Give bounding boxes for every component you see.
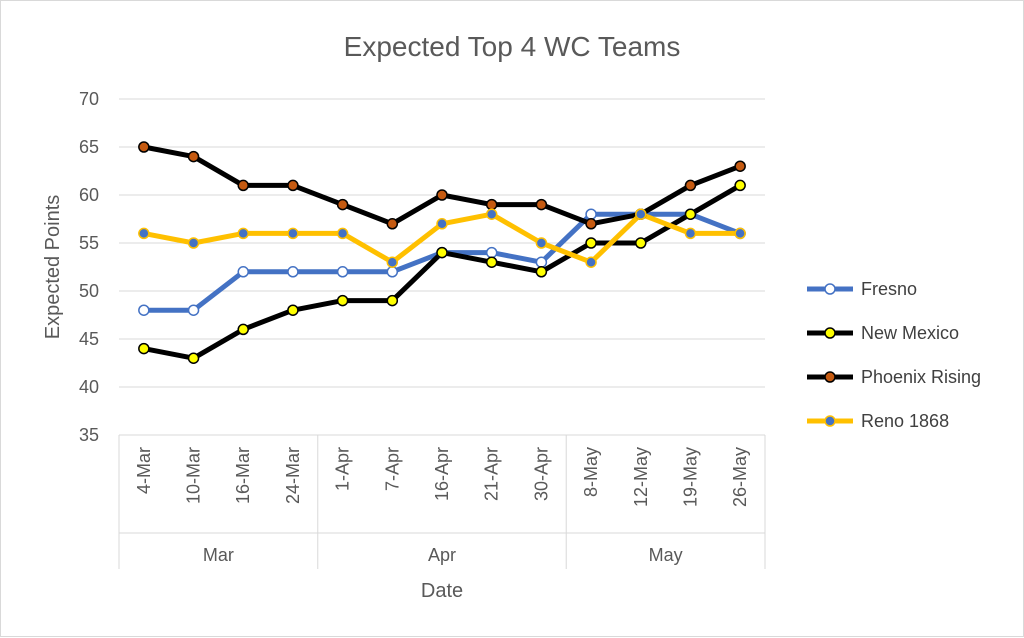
data-point [485,246,498,259]
y-tick-label: 35 [79,425,99,445]
data-point [187,304,200,316]
legend-label: Phoenix Rising [861,367,981,387]
legend-entry: Fresno [807,279,917,299]
legend-entry: Reno 1868 [807,411,949,431]
data-point [287,266,299,278]
data-point [734,160,746,172]
data-point [684,227,697,240]
data-point [138,342,150,355]
y-axis-label: Expected Points [42,195,64,340]
data-point [336,294,349,307]
data-point [386,266,399,278]
data-point [585,256,597,268]
data-point [336,198,349,211]
data-point [436,189,448,201]
x-tick-label: 21-Apr [482,447,502,501]
data-point [535,237,548,249]
markers-new-mexico [138,179,746,364]
legend-entry: Phoenix Rising [807,367,981,387]
data-point [386,294,399,307]
data-point [336,266,349,278]
data-point [485,256,498,268]
data-point [287,304,299,316]
data-point [187,150,200,163]
data-point [535,256,548,268]
data-point [187,237,200,249]
data-point [684,179,697,192]
legend-label: Reno 1868 [861,411,949,431]
data-point [635,208,647,220]
legend-entry: New Mexico [807,323,959,343]
legend-swatch-marker [824,371,836,383]
y-tick-label: 60 [79,185,99,205]
data-point [386,218,399,230]
legend-label: New Mexico [861,323,959,343]
data-point [187,352,200,364]
x-tick-label: 24-Mar [283,447,303,504]
data-point [386,256,399,268]
data-point [585,218,597,230]
data-point [436,218,448,230]
data-point [138,304,150,316]
y-tick-label: 45 [79,329,99,349]
data-point [336,227,349,240]
series-group [138,141,746,364]
data-point [734,179,746,192]
legend: Fresno New Mexico Phoenix Rising Reno 1868 [807,279,981,431]
data-point [485,208,498,220]
y-tick-label: 50 [79,281,99,301]
x-tick-label: 16-Apr [432,447,452,501]
data-point [237,179,249,192]
data-point [138,227,150,240]
x-tick-label: 19-May [680,447,700,507]
x-tick-label: 16-Mar [233,447,253,504]
x-group-label: May [649,545,683,565]
legend-swatch-marker [824,327,836,339]
x-group-label: Apr [428,545,456,565]
data-point [535,266,548,278]
x-tick-label: 12-May [631,447,651,507]
data-point [734,227,746,240]
y-axis-ticks: 35 40 45 50 55 60 65 70 [79,89,99,445]
x-axis: 4-Mar 10-Mar 16-Mar 24-Mar 1-Apr 7-Apr 16-Apr 2… [118,435,766,569]
x-tick-label: 8-May [581,447,601,497]
x-tick-label: 7-Apr [382,447,402,491]
x-tick-label: 30-Apr [531,447,551,501]
x-tick-label: 4-Mar [134,447,154,494]
markers-phoenix-rising [138,141,746,230]
data-point [287,227,299,240]
y-tick-label: 70 [79,89,99,109]
chart-title: Expected Top 4 WC Teams [344,31,681,62]
x-group-label: Mar [203,545,234,565]
data-point [138,141,150,153]
data-point [485,198,498,211]
data-point [237,323,249,336]
data-point [585,237,597,249]
markers-reno-1868 [138,208,746,268]
y-tick-label: 40 [79,377,99,397]
x-tick-label: 10-Mar [184,447,204,504]
legend-label: Fresno [861,279,917,299]
x-axis-label: Date [421,580,463,602]
data-point [684,208,697,220]
data-point [535,198,548,211]
x-tick-label: 26-May [730,447,750,507]
y-tick-label: 65 [79,137,99,157]
data-point [635,237,647,249]
data-point [287,179,299,192]
data-point [237,266,249,278]
gridlines [119,98,765,436]
data-point [436,246,448,259]
legend-swatch-marker [824,283,836,295]
data-point [237,227,249,240]
data-point [585,208,597,220]
y-tick-label: 55 [79,233,99,253]
legend-swatch-marker [824,415,836,427]
x-tick-label: 1-Apr [333,447,353,491]
